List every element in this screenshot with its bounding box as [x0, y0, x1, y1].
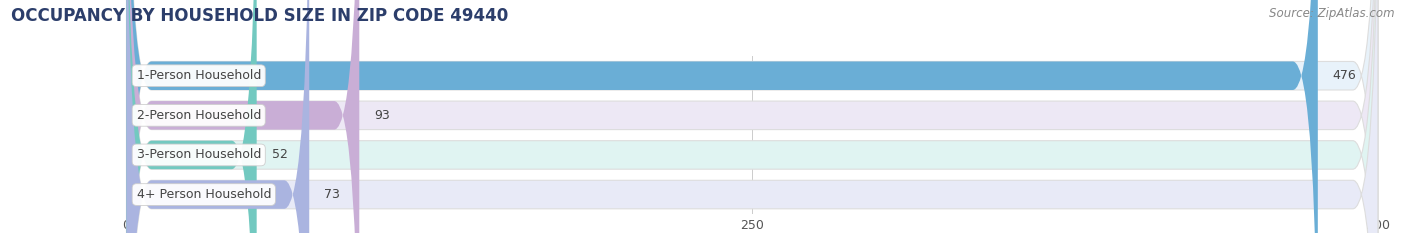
Text: 1-Person Household: 1-Person Household — [136, 69, 262, 82]
Text: 73: 73 — [325, 188, 340, 201]
Text: 52: 52 — [271, 148, 288, 161]
Text: 3-Person Household: 3-Person Household — [136, 148, 262, 161]
FancyBboxPatch shape — [127, 0, 360, 233]
FancyBboxPatch shape — [127, 0, 1317, 233]
Text: 93: 93 — [374, 109, 389, 122]
Text: 2-Person Household: 2-Person Household — [136, 109, 262, 122]
FancyBboxPatch shape — [127, 0, 257, 233]
Text: OCCUPANCY BY HOUSEHOLD SIZE IN ZIP CODE 49440: OCCUPANCY BY HOUSEHOLD SIZE IN ZIP CODE … — [11, 7, 509, 25]
FancyBboxPatch shape — [127, 0, 1378, 233]
FancyBboxPatch shape — [127, 0, 1378, 233]
Text: 4+ Person Household: 4+ Person Household — [136, 188, 271, 201]
FancyBboxPatch shape — [127, 0, 309, 233]
Text: 476: 476 — [1333, 69, 1357, 82]
FancyBboxPatch shape — [127, 0, 1378, 233]
FancyBboxPatch shape — [127, 0, 1378, 233]
Text: Source: ZipAtlas.com: Source: ZipAtlas.com — [1270, 7, 1395, 20]
